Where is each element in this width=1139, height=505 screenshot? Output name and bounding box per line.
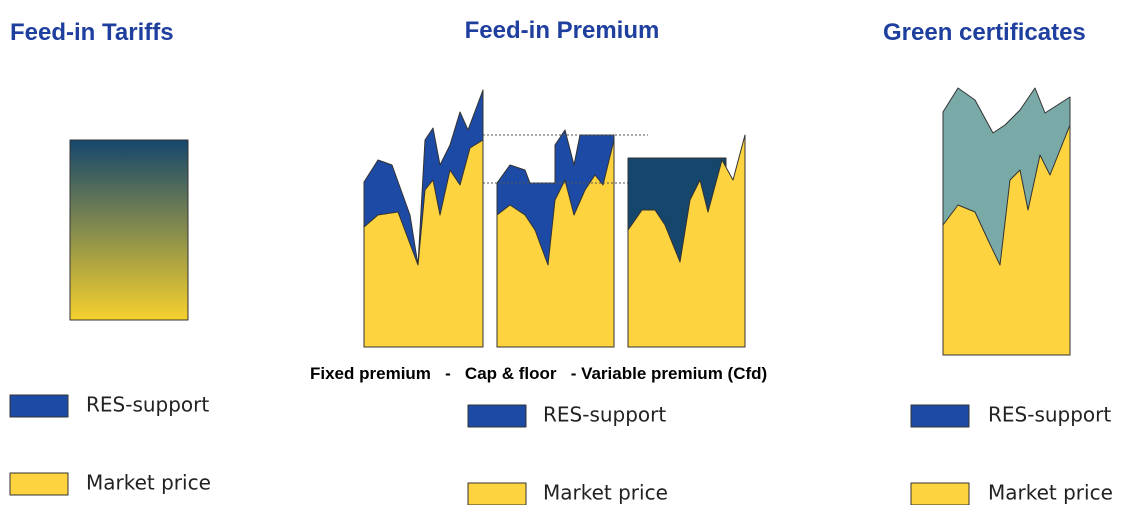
legend-label: Market price bbox=[86, 471, 211, 495]
legend-swatch bbox=[910, 404, 970, 428]
legend-swatch bbox=[467, 404, 527, 428]
legend-label: RES-support bbox=[988, 403, 1111, 427]
market-area bbox=[627, 134, 746, 348]
legend-swatch bbox=[9, 472, 69, 496]
market-area bbox=[942, 124, 1071, 356]
legend-swatch bbox=[9, 394, 69, 418]
legend-label: Market price bbox=[988, 481, 1113, 505]
market-area bbox=[363, 139, 484, 348]
tariff-block bbox=[69, 139, 189, 321]
panel-title: Feed-in Premium bbox=[465, 17, 660, 44]
panel-title: Feed-in Tariffs bbox=[10, 19, 174, 46]
subtitle: Fixed premium - Cap & floor - Variable p… bbox=[310, 364, 767, 383]
legend-swatch bbox=[467, 482, 527, 505]
panel-title: Green certificates bbox=[883, 19, 1086, 46]
market-area bbox=[496, 139, 615, 348]
legend-label: RES-support bbox=[86, 393, 209, 417]
legend-label: RES-support bbox=[543, 403, 666, 427]
legend-label: Market price bbox=[543, 481, 668, 505]
legend-swatch bbox=[910, 482, 970, 505]
